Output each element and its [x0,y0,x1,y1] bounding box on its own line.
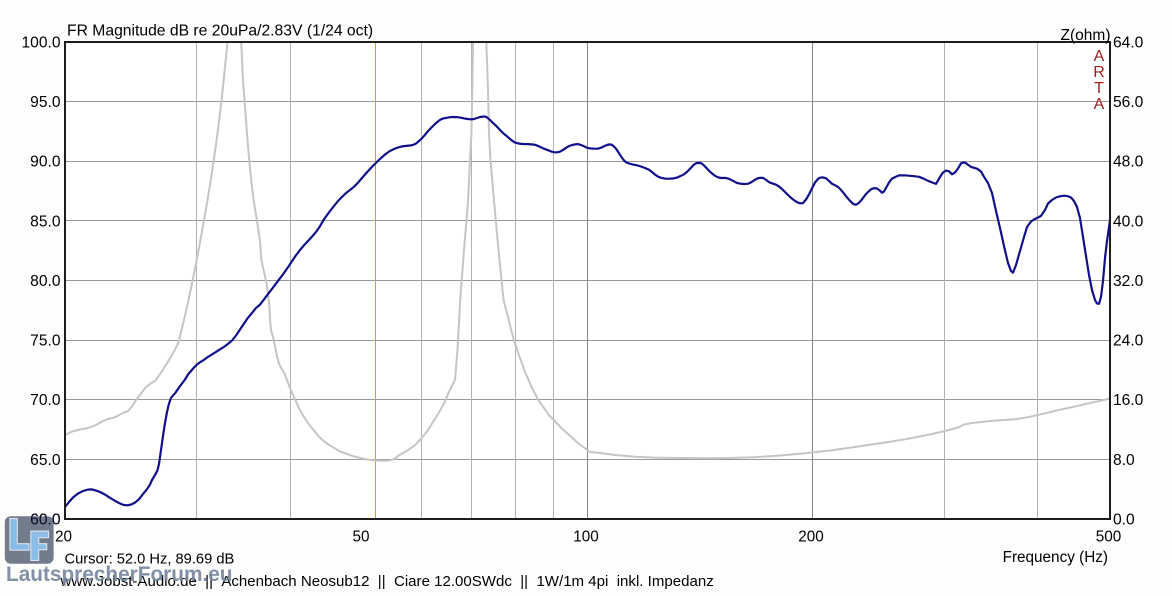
svg-text:8.0: 8.0 [1113,452,1135,469]
svg-text:Z(ohm): Z(ohm) [1061,27,1111,44]
svg-text:56.0: 56.0 [1113,94,1144,111]
svg-text:T: T [1094,80,1104,97]
svg-text:32.0: 32.0 [1113,273,1144,290]
svg-text:64.0: 64.0 [1113,34,1144,51]
svg-text:LautsprecherForum.eu: LautsprecherForum.eu [6,563,233,586]
svg-text:A: A [1094,48,1105,65]
svg-text:24.0: 24.0 [1113,333,1144,350]
svg-text:Cursor: 52.0 Hz, 89.69 dB: Cursor: 52.0 Hz, 89.69 dB [65,552,235,568]
svg-text:65.0: 65.0 [30,452,61,469]
svg-text:80.0: 80.0 [30,273,61,290]
svg-text:200: 200 [798,529,824,546]
svg-text:www.Jobst-Audio.de || Achenb: www.Jobst-Audio.de || Achenbach Neosub12… [60,573,714,590]
svg-text:70.0: 70.0 [30,392,61,409]
svg-text:75.0: 75.0 [30,333,61,350]
svg-text:60.0: 60.0 [30,511,61,528]
svg-text:16.0: 16.0 [1113,392,1144,409]
svg-text:90.0: 90.0 [30,154,61,171]
svg-text:20: 20 [55,529,72,546]
svg-text:50: 50 [352,529,369,546]
svg-text:500: 500 [1096,529,1122,546]
svg-text:100: 100 [573,529,599,546]
svg-text:0.0: 0.0 [1113,511,1135,528]
svg-text:85.0: 85.0 [30,213,61,230]
svg-text:40.0: 40.0 [1113,213,1144,230]
svg-text:48.0: 48.0 [1113,154,1144,171]
svg-text:Frequency (Hz): Frequency (Hz) [1003,549,1108,566]
svg-text:A: A [1094,96,1105,113]
svg-text:100.0: 100.0 [21,34,60,51]
svg-text:R: R [1093,64,1105,81]
svg-text:95.0: 95.0 [30,94,61,111]
svg-text:FR Magnitude dB re 20uPa/2.83V: FR Magnitude dB re 20uPa/2.83V (1/24 oct… [67,23,373,40]
